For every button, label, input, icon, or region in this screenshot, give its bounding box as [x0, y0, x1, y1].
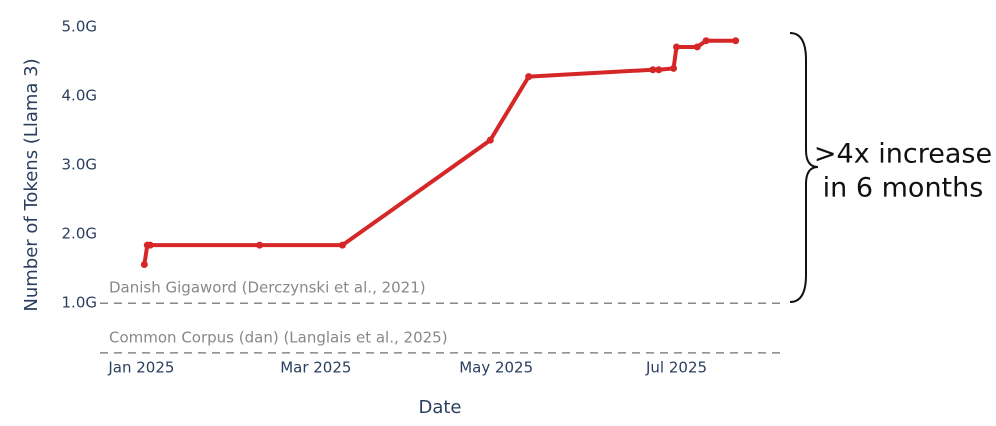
reference-label: Danish Gigaword (Derczynski et al., 2021… [109, 279, 426, 297]
data-point [146, 241, 154, 249]
data-point [486, 136, 494, 144]
annotation: in 6 months [823, 173, 984, 204]
y-tick-label: 2.0G [62, 225, 97, 243]
data-point [670, 64, 678, 72]
data-point [525, 73, 533, 81]
x-tick-label: May 2025 [459, 359, 533, 377]
x-tick-label: Jul 2025 [645, 359, 707, 377]
y-tick-label: 4.0G [62, 86, 97, 104]
data-point [256, 241, 264, 249]
data-point [673, 43, 681, 51]
annotation: >4x increase [814, 139, 992, 170]
x-tick-label: Mar 2025 [280, 359, 351, 377]
reference-label: Common Corpus (dan) (Langlais et al., 20… [109, 328, 448, 346]
data-point [732, 37, 740, 45]
y-tick-label: 5.0G [62, 17, 97, 35]
y-tick-label: 1.0G [62, 294, 97, 312]
y-axis-title: Number of Tokens (Llama 3) [21, 58, 42, 311]
data-point [140, 261, 148, 269]
data-point [649, 66, 657, 74]
x-axis-title: Date [418, 397, 461, 418]
data-line [142, 38, 736, 265]
data-point [338, 241, 346, 249]
data-point [693, 43, 701, 51]
data-point [702, 37, 710, 45]
brace [789, 32, 819, 303]
data-point [655, 66, 663, 74]
x-tick-label: Jan 2025 [107, 359, 174, 377]
y-tick-label: 3.0G [62, 156, 97, 174]
